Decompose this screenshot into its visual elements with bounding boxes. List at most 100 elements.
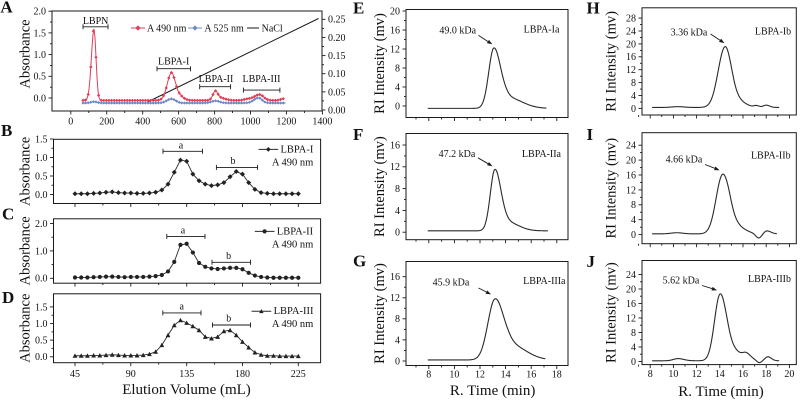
svg-text:49.0 kDa: 49.0 kDa	[439, 26, 476, 37]
svg-text:0.0: 0.0	[35, 352, 48, 363]
svg-text:8: 8	[395, 63, 400, 74]
svg-text:1000: 1000	[241, 117, 261, 128]
svg-text:24: 24	[626, 26, 636, 37]
svg-text:4: 4	[395, 206, 400, 217]
svg-text:16: 16	[626, 299, 636, 310]
svg-text:D: D	[2, 288, 14, 307]
svg-text:a: a	[179, 140, 184, 151]
svg-text:12: 12	[692, 369, 702, 380]
svg-text:8: 8	[395, 184, 400, 195]
svg-text:16: 16	[526, 369, 536, 380]
svg-text:0: 0	[395, 228, 400, 239]
svg-text:1.5: 1.5	[35, 302, 48, 313]
svg-text:1200: 1200	[276, 117, 296, 128]
svg-text:LBPA-I: LBPA-I	[158, 57, 189, 68]
svg-text:18: 18	[761, 369, 771, 380]
svg-text:8: 8	[631, 78, 636, 89]
svg-text:0: 0	[631, 230, 636, 241]
svg-text:4: 4	[631, 91, 636, 102]
svg-text:8: 8	[426, 369, 431, 380]
svg-text:a: a	[179, 301, 184, 312]
svg-text:Elution Volume (mL): Elution Volume (mL)	[122, 382, 251, 398]
svg-text:0.05: 0.05	[328, 87, 346, 98]
svg-text:LBPA-Ia: LBPA-Ia	[524, 24, 560, 35]
svg-text:1.5: 1.5	[34, 28, 47, 39]
svg-text:1400: 1400	[312, 117, 332, 128]
svg-text:C: C	[2, 205, 14, 224]
svg-text:12: 12	[626, 65, 636, 76]
svg-text:180: 180	[235, 369, 250, 380]
svg-text:45: 45	[70, 369, 80, 380]
svg-text:14: 14	[501, 369, 511, 380]
svg-text:LBPA-II: LBPA-II	[277, 226, 314, 237]
svg-text:16: 16	[390, 140, 400, 151]
svg-text:RI Intensity (mv): RI Intensity (mv)	[372, 13, 388, 114]
svg-text:12: 12	[390, 44, 400, 55]
svg-text:Absorbance: Absorbance	[17, 137, 33, 206]
svg-text:24: 24	[626, 270, 636, 281]
svg-text:0: 0	[395, 101, 400, 112]
svg-text:LBPA-III: LBPA-III	[274, 306, 314, 317]
svg-text:b: b	[226, 251, 231, 262]
svg-text:4: 4	[631, 342, 636, 353]
svg-text:12: 12	[390, 293, 400, 304]
svg-text:8: 8	[648, 369, 653, 380]
svg-text:LBPA-IIIa: LBPA-IIIa	[523, 276, 566, 287]
svg-text:Absorbance: Absorbance	[17, 19, 33, 88]
svg-text:47.2 kDa: 47.2 kDa	[439, 149, 476, 160]
svg-text:10: 10	[668, 369, 678, 380]
svg-text:20: 20	[626, 39, 636, 50]
svg-text:LBPA-IIb: LBPA-IIb	[751, 151, 791, 162]
svg-text:B: B	[1, 121, 12, 140]
svg-text:RI Intensity (mv): RI Intensity (mv)	[604, 11, 620, 112]
svg-text:45.9 kDa: 45.9 kDa	[433, 278, 470, 289]
svg-text:5.62 kDa: 5.62 kDa	[663, 276, 700, 287]
svg-text:90: 90	[126, 369, 136, 380]
svg-text:4: 4	[395, 82, 400, 93]
svg-text:0.5: 0.5	[35, 171, 48, 182]
svg-text:0: 0	[631, 104, 636, 115]
svg-text:0.0: 0.0	[35, 274, 48, 285]
svg-text:0.25: 0.25	[328, 15, 346, 26]
svg-text:LBPA-II: LBPA-II	[199, 74, 234, 85]
svg-text:RI Intensity (mv): RI Intensity (mv)	[372, 263, 388, 364]
svg-text:3.36 kDa: 3.36 kDa	[671, 28, 708, 39]
svg-text:12: 12	[626, 313, 636, 324]
svg-text:20: 20	[390, 6, 400, 17]
svg-text:LBPA-IIa: LBPA-IIa	[522, 149, 562, 160]
svg-text:LBPA-III: LBPA-III	[243, 74, 281, 85]
svg-text:NaCl: NaCl	[262, 24, 283, 35]
svg-text:16: 16	[390, 272, 400, 283]
svg-text:A 490 nm: A 490 nm	[147, 24, 187, 35]
svg-text:0.5: 0.5	[35, 336, 48, 347]
svg-text:I: I	[587, 125, 594, 144]
svg-text:16: 16	[738, 369, 748, 380]
svg-text:4: 4	[631, 215, 636, 226]
svg-text:A: A	[0, 0, 13, 17]
svg-text:b: b	[231, 156, 236, 167]
svg-text:4: 4	[395, 335, 400, 346]
svg-text:0.20: 0.20	[328, 33, 346, 44]
svg-text:800: 800	[207, 117, 222, 128]
svg-text:A 525 nm: A 525 nm	[204, 24, 244, 35]
svg-text:A 490 nm: A 490 nm	[272, 319, 313, 330]
svg-text:0: 0	[395, 356, 400, 367]
svg-text:20: 20	[626, 156, 636, 167]
svg-text:12: 12	[390, 162, 400, 173]
svg-text:F: F	[353, 125, 363, 144]
svg-text:LBPA-Ib: LBPA-Ib	[755, 26, 791, 37]
svg-text:a: a	[181, 226, 186, 237]
svg-text:135: 135	[179, 369, 194, 380]
svg-text:RI Intensity (mv): RI Intensity (mv)	[604, 262, 620, 363]
svg-text:1.0: 1.0	[34, 50, 47, 61]
svg-text:18: 18	[552, 369, 562, 380]
svg-text:LBPN: LBPN	[83, 16, 109, 27]
svg-text:0.10: 0.10	[328, 69, 346, 80]
svg-text:2.0: 2.0	[34, 7, 47, 18]
svg-text:J: J	[587, 252, 596, 271]
svg-text:8: 8	[395, 314, 400, 325]
svg-text:b: b	[226, 314, 231, 325]
svg-text:0.5: 0.5	[34, 72, 47, 83]
svg-text:12: 12	[626, 185, 636, 196]
svg-text:RI Intensity (mv): RI Intensity (mv)	[604, 138, 620, 239]
